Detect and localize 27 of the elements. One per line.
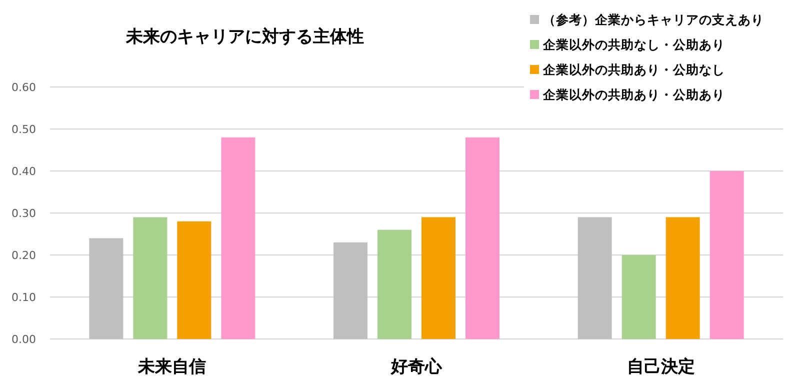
bar [622,255,656,339]
y-tick-label: 0.50 [12,123,36,136]
x-tick-label: 好奇心 [390,357,443,377]
legend-label: 企業以外の共助あり・公助あり [542,87,725,102]
bar [177,221,212,339]
legend-label: （参考）企業からキャリアの支えあり [543,12,764,27]
bar [89,238,124,339]
bar [422,217,456,339]
legend-label: 企業以外の共助なし・公助あり [542,37,725,52]
bar [466,137,500,339]
y-tick-label: 0.10 [12,291,36,304]
x-tick-label: 未来自信 [137,357,206,377]
bar [133,217,168,339]
chart-title: 未来のキャリアに対する主体性 [125,27,364,47]
y-tick-label: 0.20 [12,249,36,262]
y-tick-label: 0.40 [12,165,36,178]
bar [710,171,744,339]
bar [578,217,612,339]
x-tick-label: 自己決定 [626,357,695,377]
y-tick-label: 0.60 [12,81,36,94]
legend-label: 企業以外の共助あり・公助なし [542,62,725,77]
bar [378,230,412,339]
bar [221,137,256,339]
y-tick-label: 0.30 [12,207,36,220]
bar [334,242,368,339]
bar [666,217,700,339]
y-tick-label: 0.00 [12,333,36,346]
